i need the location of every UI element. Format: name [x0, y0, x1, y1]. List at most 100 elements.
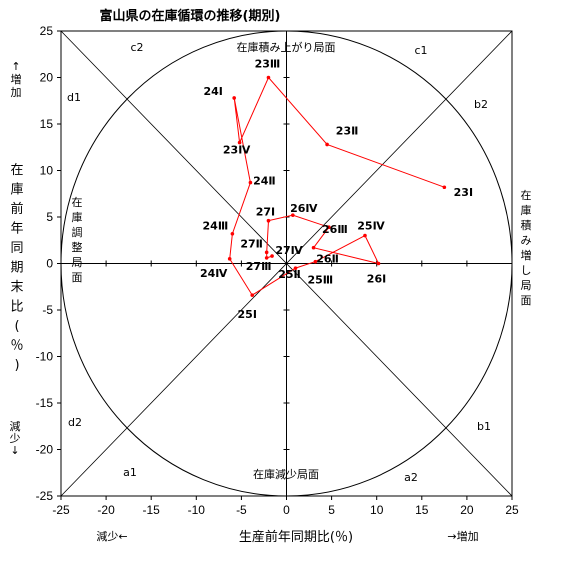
x-tick-label: 25	[505, 503, 519, 517]
data-point-5	[248, 180, 253, 185]
y-axis-title-char: 同	[10, 241, 23, 256]
data-point-0	[442, 185, 447, 190]
y-decrease-char: ↓	[10, 444, 19, 457]
y-tick-label: 15	[40, 117, 54, 131]
sector-label-d2: d2	[68, 416, 82, 429]
point-label: 25Ⅳ	[357, 220, 385, 233]
data-point-13	[311, 245, 316, 250]
data-point-10	[313, 259, 318, 264]
zone-right-char: 増	[521, 249, 532, 262]
y-increase-char: 加	[11, 86, 22, 99]
x-tick-label: -10	[188, 503, 206, 517]
zone-label-top: 在庫積み上がり局面	[237, 40, 336, 54]
y-increase-char: ↑	[11, 60, 20, 73]
data-point-12	[376, 261, 381, 266]
zone-right-char: 庫	[521, 203, 532, 217]
y-axis-title-char: 期	[10, 261, 23, 276]
point-label: 23Ⅱ	[336, 124, 359, 137]
zone-left-char: 面	[72, 271, 83, 284]
zone-right-char: し	[521, 264, 532, 277]
point-label: 23Ⅳ	[223, 144, 251, 157]
sector-labels: c1 c2 b2 b1 a2 a1 d1 d2	[67, 41, 491, 484]
y-tick-label: 5	[46, 210, 53, 224]
zone-left-char: 整	[72, 240, 83, 254]
y-axis-title-char: 前	[10, 201, 23, 217]
zone-left-char: 調	[72, 225, 83, 239]
y-increase-char: 増	[11, 73, 22, 86]
point-label: 26Ⅱ	[316, 253, 339, 266]
y-axis-title-char: 末	[10, 280, 23, 295]
point-label: 24Ⅳ	[200, 267, 228, 280]
y-axis-title-char: 比	[10, 300, 23, 315]
y-axis-title-char: (	[14, 319, 19, 334]
point-label: 24Ⅱ	[253, 175, 276, 188]
y-increase-label: ↑増加	[11, 60, 22, 99]
series-points	[227, 75, 447, 297]
x-tick-label: 15	[415, 503, 429, 517]
x-axis-title: 生産前年同期比(％)	[239, 529, 353, 545]
y-axis-title-char: ％	[10, 339, 23, 354]
data-point-9	[293, 266, 298, 270]
point-label: 23Ⅰ	[454, 186, 473, 199]
zone-left-char: 局	[72, 256, 83, 269]
data-point-16	[266, 218, 271, 223]
zone-left-char: 庫	[72, 210, 83, 224]
x-increase-label: →増加	[447, 530, 478, 543]
zone-left-char: 在	[72, 196, 83, 209]
sector-label-c1: c1	[414, 44, 427, 57]
y-tick-label: 25	[40, 24, 54, 38]
data-point-8	[250, 293, 255, 297]
zone-right-char: 面	[521, 294, 532, 307]
x-tick-label: 5	[328, 503, 335, 517]
data-point-11	[363, 233, 367, 238]
y-tick-label: -15	[36, 396, 54, 410]
series-line	[229, 76, 445, 296]
y-tick-label: -20	[36, 443, 54, 457]
x-tick-label: 20	[460, 503, 474, 517]
zone-right-char: 局	[521, 279, 532, 292]
x-tick-label: 0	[283, 503, 290, 517]
point-label: 25Ⅰ	[238, 308, 257, 321]
x-tick-label: -25	[52, 503, 70, 517]
point-label: 24Ⅲ	[203, 220, 229, 233]
point-label: 27Ⅳ	[275, 244, 303, 257]
y-decrease-label: 減少↓	[10, 419, 21, 457]
point-label: 24Ⅰ	[203, 85, 222, 98]
point-label: 26Ⅳ	[290, 202, 318, 215]
point-label: 25Ⅲ	[308, 274, 334, 287]
y-decrease-char: 減	[10, 419, 21, 433]
y-tick-label: 10	[40, 164, 54, 178]
y-axis-title-char: 年	[10, 222, 23, 237]
x-tick-label: 10	[370, 503, 384, 517]
point-label: 25Ⅱ	[278, 268, 301, 281]
data-point-14	[327, 225, 331, 230]
data-point-15	[291, 213, 295, 217]
x-tick-label: -20	[97, 503, 115, 517]
y-tick-label: 0	[46, 257, 53, 271]
zone-right-char: み	[521, 234, 532, 247]
data-point-18	[264, 256, 269, 260]
sector-label-a1: a1	[123, 466, 137, 479]
tick-labels: -25 -20 -15 -10 -5 0 5 10 15 20 25 25 20 15 10 5 0 -5 -10 -…	[36, 24, 519, 517]
data-point-19	[270, 254, 274, 258]
y-tick-label: -10	[36, 350, 54, 364]
data-point-7	[227, 257, 232, 261]
data-point-6	[230, 231, 235, 236]
data-point-17	[264, 250, 269, 255]
sector-label-a2: a2	[404, 471, 418, 484]
zone-label-bottom: 在庫減少局面	[253, 467, 319, 481]
point-label: 26Ⅰ	[367, 273, 386, 286]
y-decrease-char: 少	[10, 432, 21, 445]
y-tick-label: -25	[36, 489, 54, 503]
y-axis-title-char: 在	[10, 163, 23, 178]
point-labels: 23Ⅰ 23Ⅱ 23Ⅲ 23Ⅳ 24Ⅰ 24Ⅱ 24Ⅲ 24Ⅳ 25Ⅰ 25Ⅱ 25Ⅲ 25Ⅳ 26Ⅰ 2…	[200, 58, 473, 322]
sector-label-d1: d1	[67, 91, 81, 104]
sector-label-c2: c2	[130, 41, 143, 54]
point-label: 26Ⅲ	[322, 223, 348, 236]
data-point-3	[237, 140, 242, 145]
data-point-4	[232, 96, 236, 100]
y-tick-label: 20	[40, 71, 54, 85]
x-tick-label: -15	[143, 503, 161, 517]
